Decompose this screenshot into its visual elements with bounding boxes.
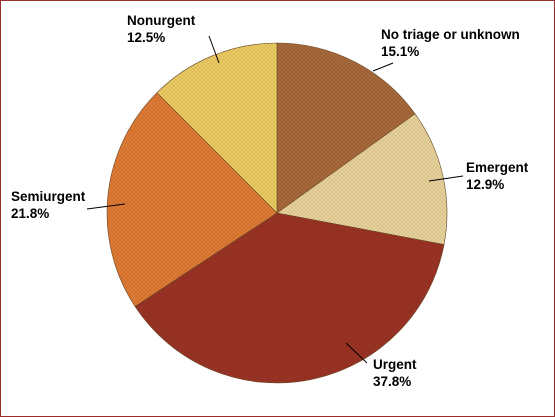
- leader-line-urgent: [345, 342, 368, 364]
- slice-value-nonurgent: 12.5%: [127, 30, 165, 45]
- slice-value-emergent: 12.9%: [466, 177, 504, 192]
- slice-value-semiurgent: 21.8%: [11, 206, 49, 221]
- leader-line-no-triage-or-unknown: [372, 62, 394, 72]
- pie-slice-urgent: [134, 212, 445, 384]
- pie-slice-no-triage-or-unknown: [276, 42, 416, 214]
- pie-slice-semiurgent: [106, 92, 278, 307]
- slice-label-emergent: Emergent: [466, 160, 529, 175]
- pie-slice-emergent: [276, 113, 448, 245]
- pie-slice-nonurgent: [156, 42, 278, 214]
- slice-value-urgent: 37.8%: [373, 374, 411, 389]
- slice-label-no-triage-or-unknown: No triage or unknown: [381, 27, 520, 42]
- slice-value-no-triage-or-unknown: 15.1%: [381, 44, 419, 59]
- leader-line-semiurgent: [86, 203, 126, 210]
- leader-line-nonurgent: [208, 35, 220, 64]
- leader-line-emergent: [428, 175, 464, 182]
- slice-label-nonurgent: Nonurgent: [127, 13, 196, 28]
- slice-label-urgent: Urgent: [373, 357, 417, 372]
- slice-label-semiurgent: Semiurgent: [11, 189, 86, 204]
